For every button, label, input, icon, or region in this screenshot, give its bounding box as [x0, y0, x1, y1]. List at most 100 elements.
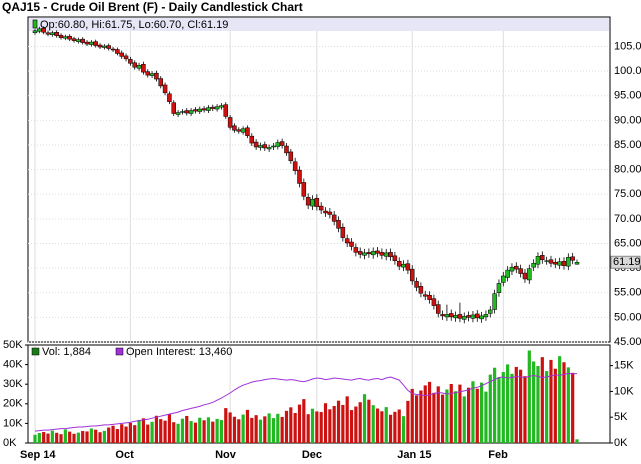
volume-bar	[384, 407, 388, 443]
candle-body	[396, 260, 402, 267]
candle-body	[323, 210, 328, 214]
volume-bar	[163, 420, 167, 443]
candle-body	[509, 266, 515, 272]
candle-body	[561, 260, 567, 266]
volume-bar	[436, 386, 440, 443]
volume-bar	[419, 390, 423, 443]
volume-bar	[553, 368, 557, 443]
info-bar	[29, 18, 609, 31]
candle-body	[301, 182, 307, 197]
volume-bar	[89, 428, 93, 443]
volume-bar	[102, 430, 106, 443]
volume-bar	[263, 416, 267, 443]
volume-bar	[198, 417, 202, 443]
candle-body	[206, 107, 211, 111]
volume-bar	[193, 422, 198, 443]
candle-body	[297, 169, 302, 184]
candle-body	[67, 35, 72, 40]
volume-bar	[371, 405, 375, 443]
volume-bar	[341, 404, 345, 443]
candle-body	[418, 286, 424, 294]
candle-body	[492, 293, 497, 310]
candle-body	[318, 205, 324, 211]
candle-body	[193, 109, 198, 112]
y-tick-label: 70.00	[614, 213, 641, 225]
volume-bar	[120, 424, 124, 443]
candle-body	[227, 117, 233, 128]
y-tick-label: 95.00	[614, 90, 641, 102]
volume-bar	[185, 415, 189, 443]
x-tick-label: Sep 14	[20, 449, 56, 461]
volume-bar	[397, 409, 401, 443]
y-tick-label: 40K	[3, 359, 23, 371]
volume-bar	[232, 416, 237, 443]
candle-body	[76, 39, 81, 42]
candle-body	[236, 129, 242, 132]
candle-body	[427, 294, 432, 300]
candle-body	[422, 294, 428, 297]
volume-bar	[375, 408, 380, 443]
candle-body	[201, 108, 207, 111]
volume-bar	[427, 381, 432, 443]
candle-body	[102, 45, 107, 48]
candle-body	[197, 108, 203, 112]
volume-bar	[480, 382, 484, 443]
y-tick-label: 0K	[3, 437, 17, 449]
candle-body	[483, 314, 489, 318]
candle-body	[383, 252, 389, 257]
candle-body	[97, 44, 103, 48]
candle-body	[288, 151, 294, 162]
candle-body	[123, 55, 129, 60]
candle-body	[154, 72, 159, 80]
volume-bar	[306, 414, 310, 443]
candle-body	[249, 135, 255, 144]
candle-body	[414, 281, 419, 288]
volume-bar	[497, 377, 501, 443]
volume-bar	[349, 410, 354, 443]
volume-bar	[358, 402, 362, 443]
candle-body	[279, 141, 285, 146]
candle-body	[431, 298, 437, 306]
candle-body	[128, 59, 133, 64]
volume-bar	[536, 365, 540, 443]
y-tick-label: 50.00	[614, 311, 641, 323]
volume-bar	[33, 434, 37, 443]
volume-bar	[180, 418, 185, 443]
volume-bar	[519, 369, 523, 443]
candle-body	[401, 263, 406, 268]
candle-body	[514, 265, 519, 270]
volume-bar	[558, 356, 562, 443]
candle-body	[349, 241, 354, 247]
volume-bar	[42, 432, 46, 443]
candle-body	[574, 262, 580, 265]
candle-body	[540, 255, 545, 261]
candle-body	[106, 45, 111, 49]
volume-bar	[141, 418, 145, 443]
candle-body	[366, 252, 372, 255]
candle-body	[284, 145, 289, 154]
volume-bar	[219, 420, 224, 443]
volume-bar	[224, 408, 228, 443]
legend-label: Open Interest: 13,460	[126, 346, 232, 358]
volume-bar	[315, 411, 319, 443]
candle-body	[462, 316, 467, 320]
volume-bar	[319, 412, 323, 443]
volume-bar	[367, 399, 371, 443]
candle-body	[41, 28, 46, 33]
volume-bar	[280, 416, 284, 443]
candle-body	[522, 272, 528, 280]
volume-bar	[432, 392, 436, 443]
candle-body	[93, 41, 98, 46]
y-tick-label: 30K	[3, 378, 23, 390]
volume-bar	[271, 418, 276, 443]
candle-body	[232, 125, 237, 131]
candle-body	[531, 262, 536, 268]
candle-body	[63, 36, 68, 39]
y2-tick-label: 5K	[614, 411, 628, 423]
candle-body	[388, 252, 393, 258]
candle-body	[405, 263, 411, 271]
candle-body	[501, 275, 506, 283]
volume-bar	[245, 409, 250, 443]
candle-body	[175, 112, 181, 115]
